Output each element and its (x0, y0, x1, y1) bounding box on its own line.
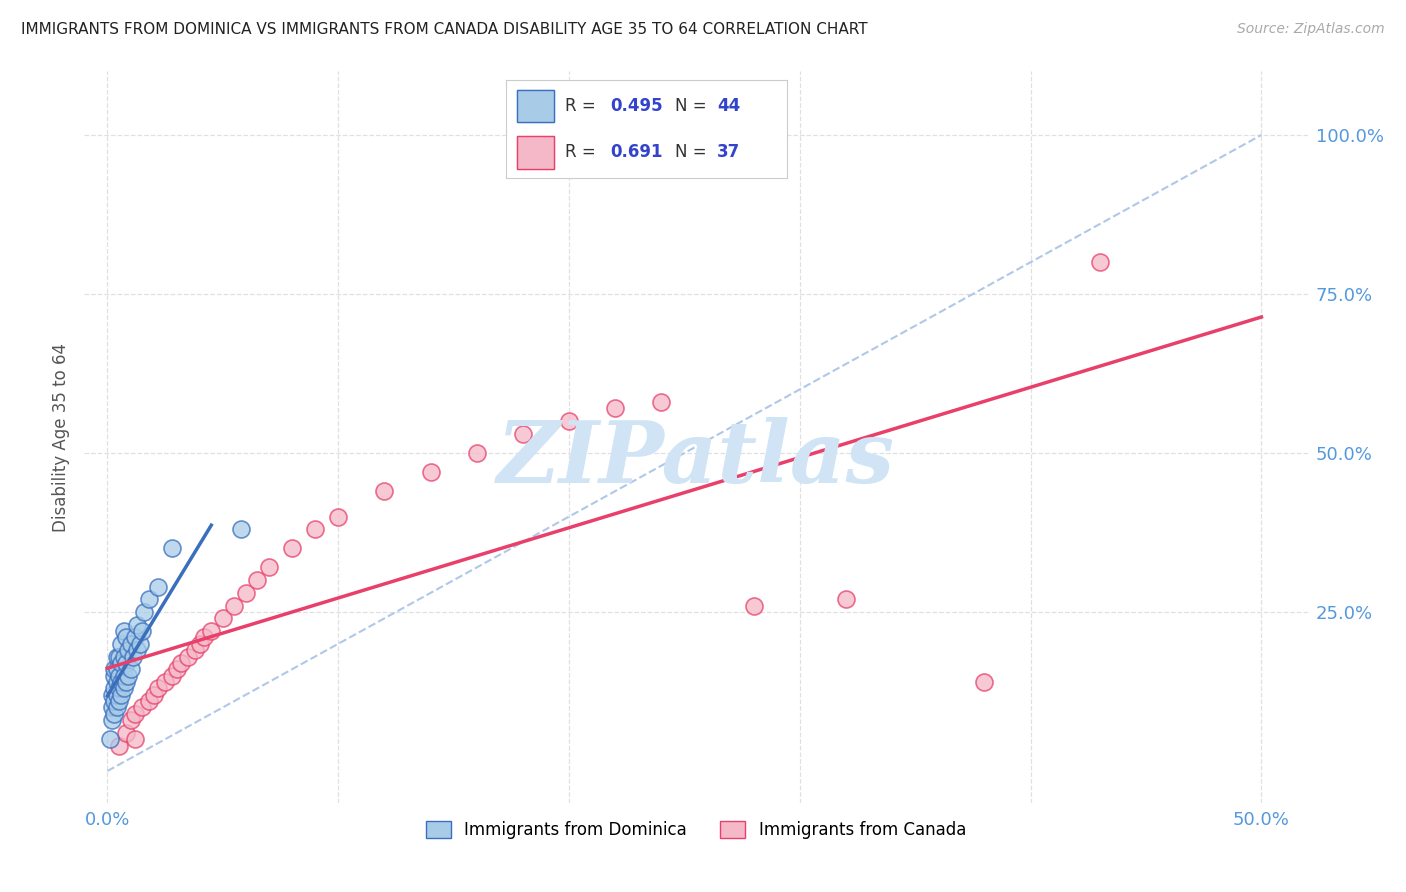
Point (105, 649, 128, 664)
Point (101, 688, 124, 702)
Point (124, 706, 146, 721)
Text: N =: N = (675, 97, 711, 115)
Point (103, 662, 125, 676)
Point (110, 637, 132, 651)
Legend: Immigrants from Dominica, Immigrants from Canada: Immigrants from Dominica, Immigrants fro… (419, 814, 973, 846)
Point (115, 631, 138, 645)
Point (184, 643, 207, 657)
Point (419, 465, 441, 479)
Point (465, 446, 488, 460)
Point (211, 611, 233, 625)
Point (328, 509, 350, 524)
Point (650, 395, 672, 409)
Point (121, 649, 143, 664)
Point (224, 599, 246, 613)
Point (105, 688, 128, 702)
Point (127, 617, 149, 632)
Point (112, 649, 135, 664)
Bar (517, 136, 554, 169)
Point (110, 675, 132, 690)
Point (148, 681, 170, 696)
Point (105, 662, 128, 676)
Point (160, 541, 183, 556)
Y-axis label: Disability Age 35 to 64: Disability Age 35 to 64 (52, 343, 70, 532)
Point (200, 624, 222, 638)
Point (115, 675, 138, 690)
Bar (517, 136, 554, 169)
Point (108, 681, 131, 696)
Point (138, 592, 160, 607)
Point (117, 643, 139, 657)
Point (134, 605, 156, 619)
Point (177, 649, 200, 664)
Point (120, 637, 142, 651)
Point (973, 675, 995, 690)
Text: 44: 44 (717, 97, 741, 115)
Point (166, 662, 188, 676)
Point (108, 649, 131, 664)
Point (148, 580, 170, 594)
Point (124, 631, 146, 645)
Point (112, 668, 135, 682)
Point (120, 713, 142, 727)
Point (108, 668, 131, 682)
Point (112, 681, 135, 696)
Point (246, 573, 269, 587)
Point (142, 688, 165, 702)
Point (1088, 255, 1111, 269)
Text: 0.691: 0.691 (610, 144, 662, 161)
Point (235, 586, 257, 600)
Text: R =: R = (565, 144, 602, 161)
Point (128, 637, 150, 651)
Point (257, 560, 280, 574)
Point (742, 599, 765, 613)
Point (120, 662, 142, 676)
Text: Source: ZipAtlas.com: Source: ZipAtlas.com (1237, 22, 1385, 37)
Point (835, 592, 858, 607)
Point (304, 522, 326, 536)
Point (124, 732, 146, 747)
Text: N =: N = (675, 144, 711, 161)
Point (115, 726, 138, 740)
Point (231, 522, 253, 536)
Point (188, 637, 211, 651)
Text: 0.495: 0.495 (610, 97, 662, 115)
Text: IMMIGRANTS FROM DOMINICA VS IMMIGRANTS FROM CANADA DISABILITY AGE 35 TO 64 CORRE: IMMIGRANTS FROM DOMINICA VS IMMIGRANTS F… (21, 22, 868, 37)
Point (103, 668, 125, 682)
Point (101, 700, 124, 714)
Point (131, 624, 153, 638)
Point (103, 681, 125, 696)
Point (127, 643, 149, 657)
Bar (517, 90, 554, 122)
Point (108, 739, 131, 753)
Point (373, 484, 395, 499)
Point (193, 631, 215, 645)
Point (101, 713, 124, 727)
Point (170, 656, 193, 670)
Point (98, 732, 121, 747)
Point (103, 694, 125, 708)
Point (105, 675, 128, 690)
Point (110, 688, 132, 702)
Point (605, 401, 627, 416)
Text: 37: 37 (717, 144, 741, 161)
Point (138, 694, 160, 708)
Point (112, 624, 135, 638)
Point (110, 656, 132, 670)
Point (131, 700, 153, 714)
Point (108, 694, 131, 708)
Bar (517, 90, 554, 122)
Point (558, 414, 581, 428)
Point (153, 675, 176, 690)
Point (117, 668, 139, 682)
Point (512, 426, 534, 441)
Text: R =: R = (565, 97, 602, 115)
Text: ZIPatlas: ZIPatlas (496, 417, 896, 500)
Point (115, 656, 138, 670)
Point (103, 706, 125, 721)
Point (160, 668, 183, 682)
Point (281, 541, 304, 556)
Point (105, 700, 128, 714)
